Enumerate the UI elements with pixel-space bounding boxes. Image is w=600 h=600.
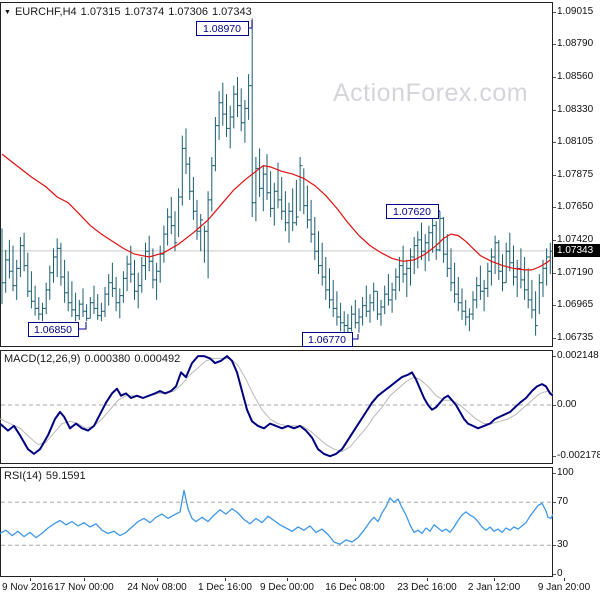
panel-border [0,2,553,347]
annotation-text: 1.08970 [203,23,241,35]
time-tick-label: 16 Dec 08:00 [325,582,385,593]
ohlc-low: 1.07306 [168,6,208,18]
price-tick-label: 1.08330 [557,103,594,115]
price-tick-label: 1.07650 [557,201,594,212]
moving-average-line [1,153,551,271]
time-tick-label: 2 Jan 12:00 [467,582,521,593]
annotation-text: 1.06850 [34,324,72,336]
ohlc-close: 1.07343 [211,6,252,18]
annotation-leader-line [352,334,359,340]
axis-tick-mark [553,272,556,274]
rsi-panel-chart[interactable] [0,467,553,577]
axis-tick-mark [553,473,556,474]
price-tick-label: 1.08560 [557,71,594,82]
time-tick-mark [157,578,158,581]
axis-tick-mark [553,12,556,13]
panel-border [0,350,553,464]
price-tick-label: 1.07190 [557,266,594,278]
annotation-box[interactable] [28,322,79,337]
rsi-tick-label: 0 [557,568,563,579]
axis-tick-mark [553,207,556,208]
ohlc-open: 1.07315 [80,6,121,18]
symbol-dropdown-icon[interactable]: ▼ [4,9,11,16]
price-tick-label: 1.06735 [557,331,594,343]
time-tick-mark [427,578,428,581]
rsi-tick-label: 70 [557,496,569,508]
ohlc-high: 1.07374 [124,6,165,18]
price-tick-label: 1.08105 [557,136,594,147]
annotation-box[interactable] [302,332,353,347]
macd-value-1: 0.000380 [84,353,131,365]
time-tick-label: 1 Dec 16:00 [198,582,252,593]
axis-tick-mark [553,502,556,504]
macd-header: MACD(12,26,9) 0.000380 0.000492 [4,353,184,365]
axis-tick-mark [553,142,556,143]
time-tick-label: 24 Nov 08:00 [127,582,187,593]
axis-tick-mark [553,304,556,306]
time-tick-mark [30,578,31,581]
time-tick-label: 23 Dec 16:00 [397,582,457,593]
price-bars [1,18,553,336]
annotation-text: 1.07620 [393,206,431,218]
time-tick-label: 17 Nov 00:00 [54,582,114,593]
chart-header: ▼ EURCHF,H4 1.07315 1.07374 1.07306 1.07343 [4,6,256,18]
price-tick-label: 1.08790 [557,38,594,50]
macd-tick-label: 0.00 [557,399,577,410]
time-tick-mark [494,578,495,581]
axis-tick-mark [553,356,556,357]
price-annotation[interactable]: 1.06850 [28,322,87,337]
watermark: ActionForex.com [333,79,529,107]
time-tick-mark [225,578,226,581]
main-price-chart[interactable]: 1.08970 1.07620 1.06850 1.06770 [0,2,553,347]
rsi-header: RSI(14) 59.1591 [4,470,90,482]
axis-tick-mark [553,574,556,575]
time-tick-mark [355,578,356,581]
time-tick-mark [287,578,288,581]
macd-signal-line [0,357,553,453]
symbol-timeframe-label: EURCHF,H4 [14,6,77,18]
axis-tick-mark [553,405,556,406]
macd-value-2: 0.000492 [134,353,181,365]
axis-tick-mark [553,455,556,457]
axis-tick-mark [553,77,556,78]
axis-tick-mark [553,174,556,176]
price-tick-label: 1.07420 [557,233,594,245]
rsi-tick-label: 100 [557,467,574,478]
axis-tick-mark [553,44,556,46]
axis-tick-mark [553,109,556,111]
panel-border [0,467,553,577]
time-tick-label: 9 Nov 2016 [2,582,54,593]
annotation-leader-line [248,20,253,29]
price-tick-label: 1.07875 [557,168,594,180]
axis-tick-mark [553,337,556,339]
price-tick-label: 1.06965 [557,298,594,310]
macd-label: MACD(12,26,9) [4,353,81,365]
annotation-box[interactable] [196,21,249,36]
time-tick-mark [564,578,565,581]
axis-tick-mark [553,545,556,547]
price-annotation[interactable]: 1.08970 [196,20,253,36]
rsi-line [0,489,553,545]
time-tick-label: 9 Jan 20:00 [537,582,591,593]
annotation-box[interactable] [386,204,439,219]
annotation-leader-line [78,322,87,330]
rsi-label: RSI(14) [4,470,42,482]
price-tick-label: 1.09015 [557,6,594,17]
rsi-value: 59.1591 [45,470,86,482]
macd-tick-label: 0.002148 [557,350,599,361]
macd-panel-chart[interactable] [0,350,553,464]
time-tick-label: 9 Dec 00:00 [260,582,314,593]
current-price-badge: 1.07343 [554,244,600,258]
price-annotation[interactable]: 1.06770 [302,332,359,347]
time-tick-mark [84,578,85,581]
macd-main-line [0,355,553,458]
macd-tick-label: -0.002178 [557,449,600,461]
annotation-text: 1.06770 [308,334,346,346]
price-annotation[interactable]: 1.07620 [386,204,441,219]
rsi-tick-label: 30 [557,539,569,551]
axis-tick-mark [553,239,556,241]
